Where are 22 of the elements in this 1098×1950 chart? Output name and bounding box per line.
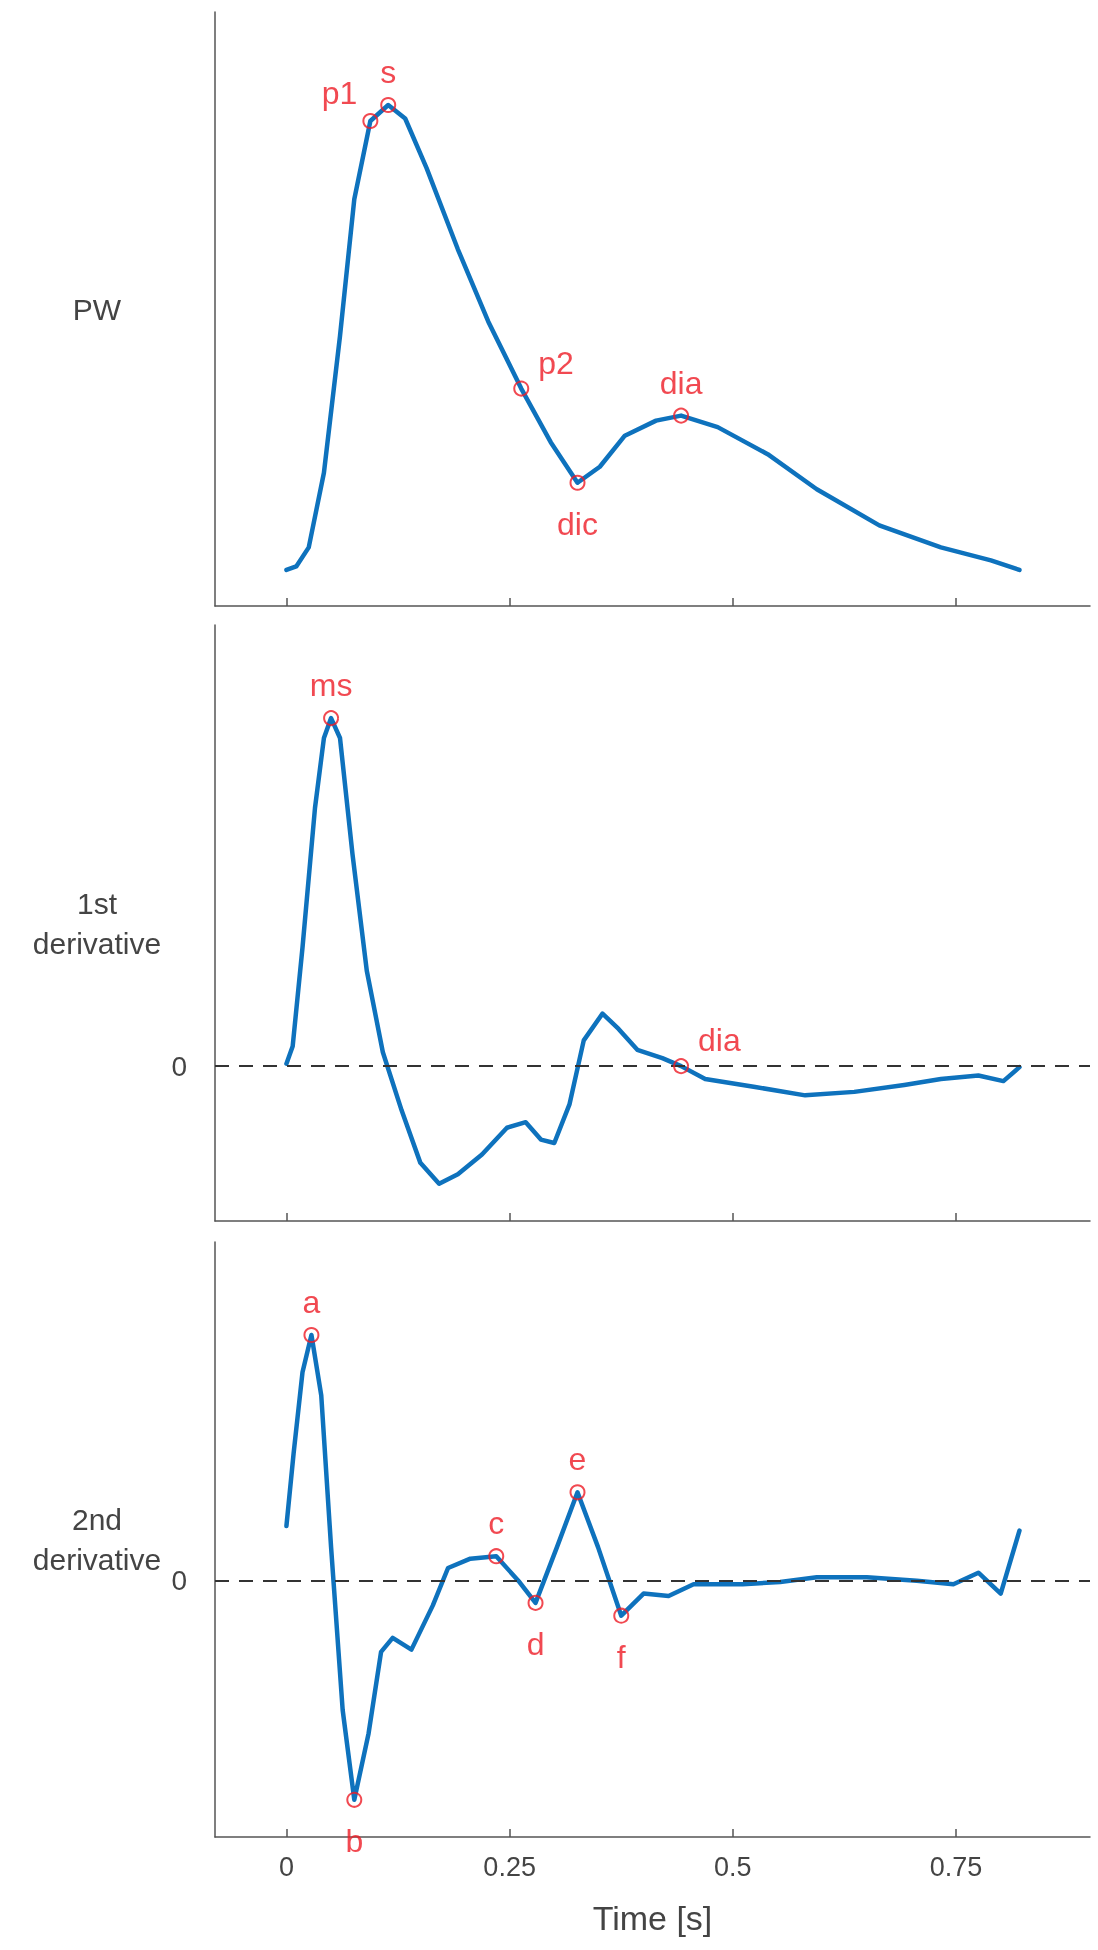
annotation: s bbox=[380, 53, 397, 90]
annotation: p2 bbox=[538, 344, 574, 381]
annotation: dic bbox=[557, 505, 598, 542]
annotation: f bbox=[616, 1638, 626, 1675]
annotation: c bbox=[488, 1505, 505, 1542]
y-axis-title: 2nd derivative bbox=[32, 1503, 162, 1576]
annotation: ms bbox=[309, 667, 353, 704]
annotation: a bbox=[302, 1283, 321, 1320]
x-tick-label: 0 bbox=[278, 1851, 294, 1882]
annotation: d bbox=[526, 1625, 545, 1662]
ref-line-label: 0 bbox=[171, 1565, 187, 1597]
ref-line-label: 0 bbox=[171, 1050, 187, 1082]
annotation: dia bbox=[698, 1022, 741, 1059]
x-tick-label: 0.25 bbox=[483, 1851, 536, 1882]
annotation: e bbox=[568, 1441, 587, 1478]
x-tick-label: 0.75 bbox=[929, 1851, 983, 1882]
y-axis-title: PW bbox=[72, 292, 122, 326]
annotation: p1 bbox=[321, 75, 358, 112]
x-axis-title: Time [s] bbox=[592, 1899, 713, 1937]
annotation: dia bbox=[659, 364, 703, 401]
y-axis-title: 1st derivative bbox=[32, 886, 162, 960]
x-tick-label: 0.5 bbox=[714, 1851, 752, 1882]
